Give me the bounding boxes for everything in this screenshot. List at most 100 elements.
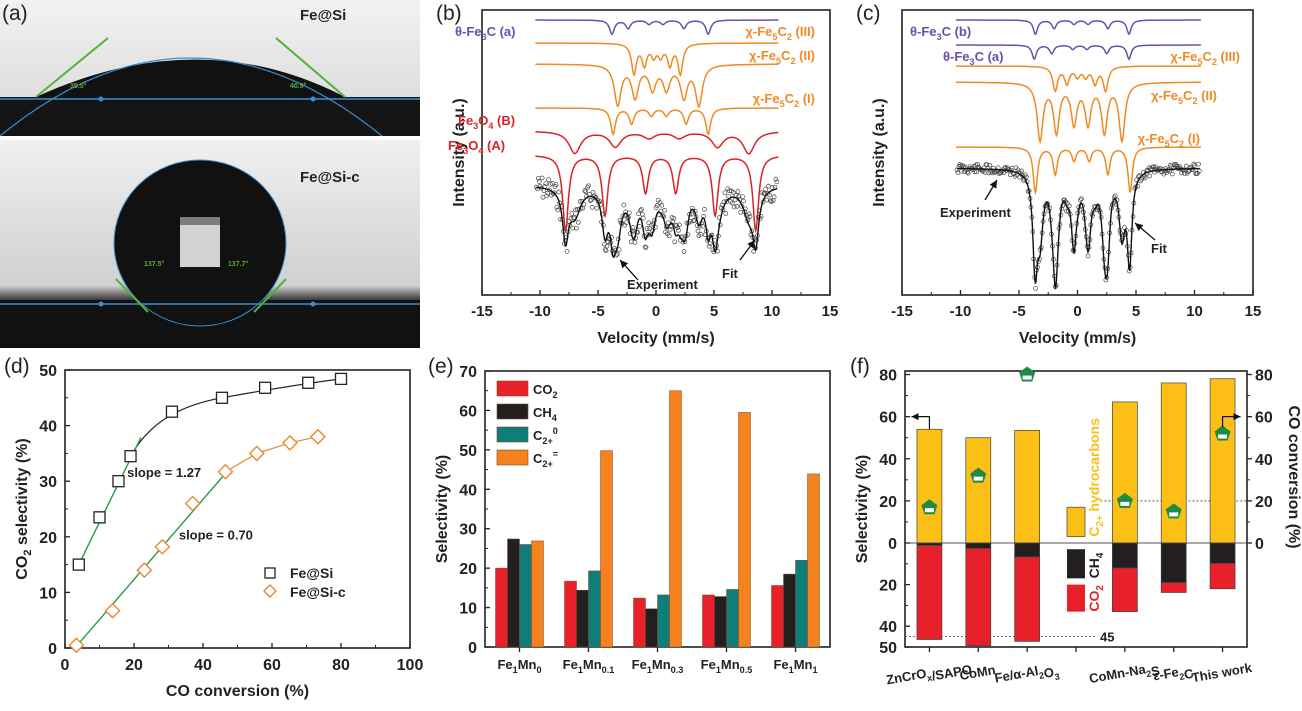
experiment-point [554, 204, 560, 210]
experiment-point [690, 205, 695, 211]
category-label: Fe1Mn1 [773, 657, 817, 675]
x-tick-label: -5 [591, 303, 604, 320]
x-tick-label: 60 [263, 657, 281, 674]
bar-co2 [1160, 582, 1187, 593]
experiment-point [628, 239, 634, 245]
experiment-point [639, 211, 645, 217]
experiment-point [1079, 196, 1084, 202]
experiment-point [638, 208, 643, 213]
fe-si-c-trend-curve [225, 436, 319, 473]
x-tick-label: 5 [710, 303, 718, 320]
y-tick-label: 20 [879, 494, 897, 511]
bar-c2-hydrocarbons [1112, 401, 1138, 544]
experiment-point [643, 245, 649, 250]
baseline-point [310, 301, 316, 307]
legend-swatch-c2 [1066, 506, 1086, 538]
legend-label-fe-si: Fe@Si [290, 565, 333, 581]
experiment-point [738, 209, 744, 215]
fe-si-point [302, 376, 315, 389]
y2-axis-label: CO conversion (%) [1285, 405, 1302, 548]
fe-si-trend-curve [130, 378, 342, 457]
experiment-point [727, 188, 732, 194]
y-axis-label: CO2 selectivity (%) [14, 438, 34, 579]
bar-c2-hydrocarbons [1014, 429, 1040, 544]
legend-label-ch4: CH4 [1086, 552, 1106, 578]
x-tick-label: 0 [1073, 303, 1081, 320]
y2-tick-label: 40 [1255, 452, 1273, 469]
component-curve [535, 42, 779, 77]
experiment-point [730, 190, 736, 195]
experiment-point [577, 199, 583, 204]
bar-c20 [795, 560, 808, 648]
chart-f-svg: 0 20 40 60 80 20 40 50 0 20 40 60 80 Selectivity (%) C… [854, 366, 1302, 692]
category-label: CoMn [958, 662, 996, 683]
panel-f-comparison: 0 20 40 60 80 20 40 50 0 20 40 60 80 Selectivity (%) C… [850, 355, 1302, 706]
fe-si-point [72, 558, 85, 571]
bar-ch4 [916, 542, 943, 546]
panel-label-e: (e) [428, 355, 454, 378]
fe-si-c-point [154, 538, 171, 555]
angle-label: 137.5° [144, 260, 165, 268]
legend-swatch [496, 449, 529, 466]
experiment-point [954, 167, 960, 173]
component-curve [535, 19, 779, 36]
experiment-point [965, 170, 971, 176]
bar-ch4 [965, 542, 992, 549]
y-tick-label: 40 [459, 482, 477, 499]
experiment-point [553, 182, 559, 187]
fe-si-c-point [68, 637, 85, 654]
experiment-point [958, 163, 964, 169]
substrate-top [0, 97, 420, 136]
experiment-point [702, 207, 707, 212]
left-axis-arrow [911, 413, 931, 430]
experiment-point [546, 177, 551, 182]
experiment-point [659, 202, 665, 208]
bar-co2 [702, 594, 715, 648]
bar-ch4 [1209, 542, 1236, 564]
component-curve [535, 107, 779, 136]
bar-c2 [738, 412, 751, 648]
x-axis-label: Velocity (mm/s) [1019, 330, 1136, 347]
co-conversion-marker-inner [973, 476, 983, 481]
chart-b-svg: -15 -10 -5 0 5 10 15 Velocity (mm/s) Intensity (… [448, 9, 838, 347]
legend-label: C2+= [533, 449, 558, 469]
experiment-arrow [619, 259, 639, 281]
component-label: Fe3O4 (A) [448, 138, 505, 156]
experiment-point [583, 189, 589, 195]
fit-label: Fit [722, 266, 739, 281]
experiment-point [604, 243, 610, 249]
bar-c20 [519, 544, 532, 648]
legend-label-co2: CO2 [1086, 585, 1106, 612]
panel-a-contact-angle: 39.5° 40.9° Fe@Si 137.5° 137.7° Fe@Si-c … [0, 0, 420, 350]
category-label: Fe1Mn0 [497, 657, 541, 675]
panel-label-b: (b) [436, 2, 462, 25]
bar-c2 [807, 473, 820, 648]
bar-c2-hydrocarbons [1160, 382, 1187, 544]
component-curve [955, 65, 1201, 94]
bar-c2-hydrocarbons [1209, 378, 1236, 544]
experiment-point [768, 198, 773, 203]
experiment-point [955, 170, 961, 175]
legend-marker-fe-si [264, 567, 276, 579]
experiment-point [662, 208, 667, 213]
fe-si-c-point [248, 445, 265, 462]
category-label: Fe1Mn0.1 [563, 657, 615, 675]
bar-ch4 [645, 608, 658, 648]
experiment-point [691, 218, 696, 224]
experiment-point [723, 211, 729, 216]
experiment-point [1147, 173, 1153, 179]
experiment-point [698, 232, 704, 237]
experiment-point [640, 215, 646, 221]
fit-arrow [1134, 222, 1156, 241]
experiment-point [575, 219, 581, 225]
y-tick-label: 20 [39, 530, 57, 547]
sample-label-fe-si-c: Fe@Si-c [300, 169, 360, 186]
fe-si-point [124, 450, 137, 463]
fit-curve [956, 167, 1200, 291]
bar-co2 [1112, 567, 1138, 612]
y-axis-label: Selectivity (%) [854, 455, 871, 563]
experiment-point [665, 220, 671, 226]
panel-label-a: (a) [2, 2, 28, 25]
legend-label-c2: C2+ hydrocarbons [1086, 418, 1106, 537]
experiment-label: Experiment [627, 277, 698, 292]
